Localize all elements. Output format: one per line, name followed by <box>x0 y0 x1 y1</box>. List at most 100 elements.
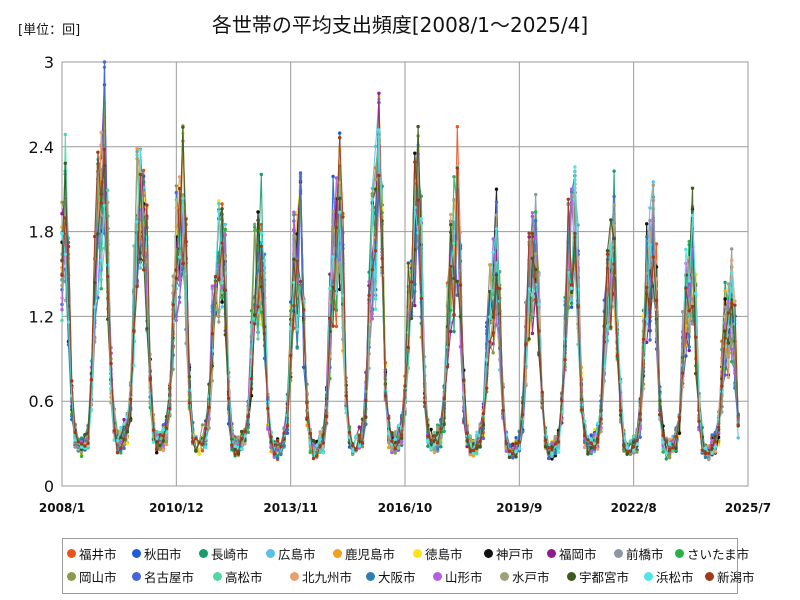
data-point <box>364 422 368 427</box>
data-point <box>547 456 551 460</box>
legend-item: 鹿児島市 <box>333 543 395 563</box>
data-point <box>73 430 77 435</box>
data-point <box>393 437 397 441</box>
data-point <box>158 443 162 448</box>
data-point <box>530 211 535 215</box>
data-point <box>253 322 257 326</box>
data-point <box>331 324 335 328</box>
data-point <box>240 429 244 434</box>
data-point <box>439 440 443 445</box>
data-point <box>370 317 374 321</box>
data-point <box>331 209 335 214</box>
x-tick-label: 2025/7 <box>725 501 771 515</box>
data-point <box>220 281 224 285</box>
data-point <box>661 440 665 444</box>
legend-item: 新潟市 <box>705 566 755 586</box>
data-point <box>236 449 241 453</box>
data-point <box>442 422 446 426</box>
data-point <box>713 445 717 449</box>
data-point <box>341 293 345 298</box>
data-point <box>292 210 296 214</box>
legend-label: 徳島市 <box>425 546 463 562</box>
data-point <box>194 449 198 453</box>
data-point <box>99 277 103 282</box>
data-point <box>413 289 417 294</box>
data-point <box>138 232 143 236</box>
data-point <box>315 444 319 448</box>
data-point <box>256 337 260 341</box>
data-point <box>664 457 668 461</box>
data-point <box>387 440 391 445</box>
data-point <box>135 153 139 157</box>
data-point <box>664 440 668 444</box>
data-point <box>730 258 734 262</box>
data-point <box>615 353 619 358</box>
data-point <box>135 150 139 154</box>
data-point <box>194 436 198 441</box>
data-point <box>220 295 224 300</box>
data-point <box>236 452 241 456</box>
data-point <box>612 262 616 266</box>
data-point <box>452 329 456 334</box>
data-point <box>102 60 107 64</box>
data-point <box>351 443 355 448</box>
data-point <box>364 398 368 402</box>
data-point <box>527 231 531 235</box>
data-point <box>703 451 708 456</box>
data-point <box>553 434 557 439</box>
legend-label: 宇都宮市 <box>579 569 630 585</box>
data-point <box>520 413 525 417</box>
data-point <box>455 125 459 129</box>
data-point <box>60 200 64 204</box>
data-point <box>70 379 74 383</box>
data-point <box>367 293 371 297</box>
data-point <box>625 445 629 449</box>
data-point <box>142 168 146 173</box>
data-point <box>478 439 482 444</box>
data-point <box>282 443 286 448</box>
legend-marker-icon <box>644 571 653 581</box>
x-tick-label: 2008/1 <box>39 501 85 515</box>
data-point <box>566 197 570 201</box>
data-point <box>530 312 535 317</box>
data-point <box>338 136 342 140</box>
data-point <box>148 377 152 382</box>
data-point <box>478 423 482 427</box>
data-point <box>400 433 404 437</box>
data-point <box>514 449 518 453</box>
data-point <box>638 435 642 439</box>
legend-label: 浜松市 <box>656 569 694 585</box>
data-point <box>442 429 446 434</box>
data-point <box>266 406 270 411</box>
data-point <box>534 297 538 302</box>
data-point <box>569 286 574 291</box>
data-point <box>592 427 597 432</box>
data-point <box>135 220 139 224</box>
data-point <box>475 452 479 456</box>
data-point <box>478 444 482 448</box>
data-point <box>396 440 401 444</box>
data-point <box>217 277 221 282</box>
data-point <box>677 431 682 435</box>
data-point <box>217 199 221 203</box>
data-point <box>413 151 417 155</box>
data-point <box>138 257 143 261</box>
data-point <box>716 443 721 447</box>
data-point <box>279 452 283 457</box>
data-point <box>298 171 303 175</box>
data-point <box>99 258 103 263</box>
legend-marker-icon <box>266 548 275 558</box>
data-point <box>530 231 535 236</box>
data-point <box>618 408 623 413</box>
data-point <box>302 308 306 312</box>
data-point <box>174 276 178 280</box>
data-point <box>550 452 554 456</box>
data-point <box>99 201 103 205</box>
legend-label: 福井市 <box>79 546 117 562</box>
data-point <box>318 444 322 448</box>
data-point <box>524 342 528 346</box>
data-point <box>432 430 437 435</box>
data-point <box>308 450 312 455</box>
data-point <box>158 447 162 452</box>
data-point <box>710 443 714 448</box>
